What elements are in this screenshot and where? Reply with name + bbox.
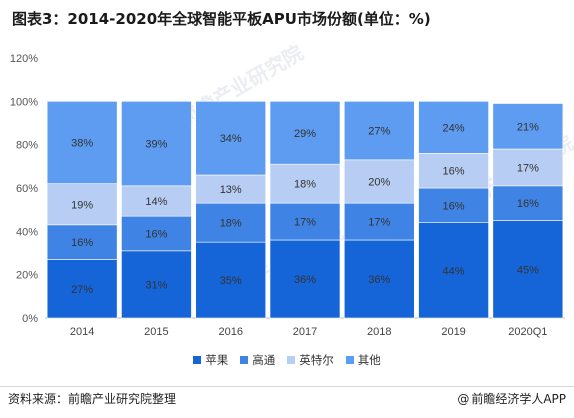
- bar-segment: [46, 259, 118, 319]
- bar-segment: [195, 101, 267, 176]
- data-label: 39%: [145, 139, 167, 151]
- legend-swatch: [287, 356, 296, 364]
- stacked-bar-chart: 0% 20% 40% 60% 80% 100% 120% 27% 16% 19% 38% 2014 31…: [10, 53, 565, 338]
- x-tick-label: 2015: [144, 326, 168, 338]
- bar-segment: [46, 183, 118, 226]
- legend-item: 其他: [345, 352, 381, 368]
- data-label: 16%: [443, 200, 465, 212]
- at-icon: @: [457, 392, 470, 406]
- y-tick-label: 80%: [16, 140, 38, 152]
- bar-segment: [195, 202, 267, 243]
- bar-segment: [492, 185, 564, 221]
- bar-segment: [121, 215, 192, 252]
- bar-segment: [269, 202, 341, 241]
- legend-swatch: [240, 356, 249, 364]
- y-tick-label: 120%: [10, 53, 38, 65]
- data-label: 21%: [517, 121, 539, 133]
- data-label: 45%: [517, 264, 539, 276]
- data-label: 31%: [145, 279, 167, 291]
- data-label: 19%: [71, 199, 93, 211]
- data-label: 14%: [145, 196, 167, 208]
- bar-segment: [418, 187, 489, 223]
- data-label: 13%: [220, 184, 242, 196]
- data-label: 44%: [443, 265, 465, 277]
- bar-segment: [46, 101, 118, 184]
- legend-label: 苹果: [205, 353, 229, 367]
- data-label: 18%: [220, 218, 242, 230]
- bar-segment: [121, 101, 192, 187]
- y-tick-label: 40%: [16, 226, 38, 238]
- bar-segment: [418, 101, 489, 154]
- bar-segment: [121, 185, 192, 217]
- source-note: 资料来源：前瞻产业研究院整理: [8, 392, 177, 406]
- bar-segment: [343, 202, 415, 241]
- bar-segment: [269, 163, 341, 204]
- x-tick-label: 2016: [218, 326, 242, 338]
- x-tick-label: 2018: [367, 326, 391, 338]
- footer-divider: [0, 386, 574, 387]
- bar-segment: [46, 224, 118, 260]
- legend-item: 高通: [240, 352, 275, 368]
- bar-segment: [418, 153, 489, 189]
- data-label: 38%: [71, 138, 93, 150]
- bar-segment: [269, 239, 341, 319]
- bar-segment: [492, 103, 564, 150]
- legend-label: 英特尔: [299, 353, 334, 367]
- bar-segment: [492, 220, 564, 319]
- x-tick-label: 2017: [293, 326, 317, 338]
- bar-segment: [343, 101, 415, 161]
- data-label: 36%: [368, 274, 390, 286]
- legend-item: 英特尔: [287, 352, 334, 368]
- bar-segment: [121, 250, 192, 319]
- data-label: 16%: [145, 229, 167, 241]
- y-tick-label: 100%: [10, 96, 38, 108]
- x-tick-label: 2019: [441, 326, 465, 338]
- bar-segment: [269, 101, 341, 165]
- chart-title: 图表3：2014-2020年全球智能平板APU市场份额(单位：%): [12, 10, 431, 28]
- bar-segment: [343, 239, 415, 319]
- data-label: 24%: [443, 122, 465, 134]
- data-label: 34%: [220, 133, 242, 145]
- y-tick-label: 60%: [16, 183, 38, 195]
- data-label: 35%: [220, 275, 242, 287]
- brand-name: 前瞻经济学人APP: [471, 392, 566, 406]
- legend-label: 高通: [252, 353, 276, 367]
- chart-legend: 苹果 高通 英特尔 其他: [0, 352, 574, 368]
- legend-swatch: [193, 356, 202, 364]
- data-label: 20%: [368, 177, 390, 189]
- legend-swatch: [345, 356, 354, 364]
- brand-credit: @ 前瞻经济学人APP: [457, 390, 566, 407]
- legend-item: 苹果: [193, 352, 228, 368]
- x-tick-label: 2014: [70, 326, 94, 338]
- bar-segment: [418, 222, 489, 319]
- y-tick-label: 20%: [16, 270, 38, 282]
- data-label: 16%: [517, 198, 539, 210]
- data-label: 27%: [368, 126, 390, 138]
- bar-segment: [195, 241, 267, 319]
- data-label: 36%: [294, 274, 316, 286]
- bar-segment: [343, 159, 415, 204]
- data-label: 27%: [71, 284, 93, 296]
- data-label: 16%: [443, 166, 465, 178]
- x-tick-label: 2020Q1: [508, 326, 547, 338]
- bar-segment: [195, 174, 267, 204]
- data-label: 18%: [294, 179, 316, 191]
- data-label: 17%: [517, 162, 539, 174]
- data-label: 17%: [368, 217, 390, 229]
- data-label: 16%: [71, 237, 93, 249]
- legend-label: 其他: [357, 353, 381, 367]
- data-label: 17%: [294, 217, 316, 229]
- y-tick-label: 0%: [22, 313, 38, 325]
- data-label: 29%: [294, 128, 316, 140]
